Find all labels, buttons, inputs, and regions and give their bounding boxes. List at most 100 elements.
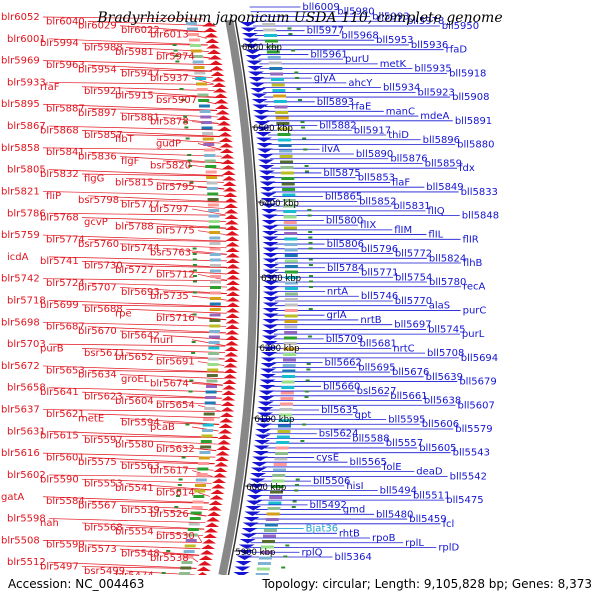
gene-label-right[interactable]: mdeA [420,111,449,122]
gene-label-left[interactable]: blr5947 [121,69,160,80]
gene-label-right[interactable]: bll5876 [390,154,427,165]
gene-label-right[interactable]: purC [463,305,487,316]
gene-label-right[interactable]: grlA [327,310,347,321]
gene-label-left[interactable]: blr5768 [40,213,79,224]
gene-label-left[interactable]: blr5597 [84,435,123,446]
gene-label-left[interactable]: blr5563 [121,461,160,472]
gene-label-right[interactable]: bll5800 [326,215,363,226]
gene-label-left[interactable]: blr5642 [121,330,160,341]
gene-label-left[interactable]: blr5637 [1,405,40,416]
gene-label-left[interactable]: blr5788 [115,221,154,232]
gene-label-right[interactable]: nrtA [327,286,348,297]
gene-label-right[interactable]: bll5459 [409,514,446,525]
gene-label-right[interactable]: bll5923 [418,87,455,98]
gene-label-left[interactable]: rpe [115,309,132,320]
gene-label-left[interactable]: blr5741 [40,256,79,267]
gene-label-left[interactable]: pcaB [150,422,175,433]
gene-label-left[interactable]: blr5601 [46,453,85,464]
gene-label-left[interactable]: blr5584 [46,496,85,507]
gene-label-left[interactable]: blr6052 [1,12,40,23]
gene-label-left[interactable]: blr5580 [115,439,154,450]
gene-label-right[interactable]: bll5882 [319,121,356,132]
gene-label-left[interactable]: gatA [1,492,24,503]
gene-label-left[interactable]: blr5526 [150,509,189,520]
gene-label-left[interactable]: blr6040 [46,16,85,27]
gene-label-left[interactable]: nah [40,518,59,529]
gene-label-left[interactable]: blr5994 [40,38,79,49]
gene-label-right[interactable]: flIM [394,225,412,236]
gene-label-right[interactable]: rpoB [372,533,396,544]
gene-label-left[interactable]: blr5512 [7,557,46,568]
gene-label-left[interactable]: blr6013 [150,29,189,40]
gene-label-left[interactable]: blr5616 [1,448,40,459]
gene-label-right[interactable]: bll5745 [428,324,465,335]
gene-label-right[interactable]: metK [380,59,407,70]
gene-label-right[interactable]: bll5935 [414,64,451,75]
gene-label-left[interactable]: blr5897 [78,108,117,119]
gene-label-right[interactable]: bll5635 [321,405,358,416]
gene-label-right[interactable]: bll5806 [327,239,364,250]
gene-label-left[interactable]: blr5548 [121,548,160,559]
gene-label-left[interactable]: blr5617 [150,466,189,477]
gene-label-left[interactable]: blr5724 [46,278,85,289]
gene-label-right[interactable]: bll5770 [395,296,432,307]
gene-label-left[interactable]: blr5497 [40,562,79,573]
gene-label-right[interactable]: bll5950 [442,21,479,32]
gene-label-left[interactable]: blr5631 [7,426,46,437]
gene-label-left[interactable]: bsr5907 [156,95,197,106]
gene-label-left[interactable]: blr5742 [1,274,40,285]
gene-label-right[interactable]: bll5917 [354,125,391,136]
gene-label-left[interactable]: blr5716 [156,313,195,324]
gene-label-right[interactable]: bll5977 [307,26,344,37]
gene-label-left[interactable]: blr5674 [150,378,189,389]
gene-label-left[interactable]: blr5508 [1,535,40,546]
gene-label-left[interactable]: blr5658 [7,383,46,394]
gene-label-left[interactable]: blr5691 [156,357,195,368]
gene-label-left[interactable]: flgF [121,156,140,167]
gene-label-left[interactable]: blr5699 [40,300,79,311]
gene-label-left[interactable]: blr5841 [46,147,85,158]
gene-label-right[interactable]: bll5833 [461,187,498,198]
gene-label-right[interactable]: Bjat36 [306,524,338,535]
gene-label-left[interactable]: purB [40,343,64,354]
gene-label-right[interactable]: ahcY [348,78,373,89]
gene-label-left[interactable]: metE [78,413,104,424]
gene-label-left[interactable]: blr5735 [150,291,189,302]
gene-label-left[interactable]: blr5895 [1,99,40,110]
gene-label-left[interactable]: bsr5499 [84,566,125,577]
gene-label-right[interactable]: bll5506 [313,476,350,487]
gene-label-right[interactable]: bll5848 [462,211,499,222]
gene-label-right[interactable]: bll5918 [449,68,486,79]
gene-label-right[interactable]: bll5697 [394,320,431,331]
gene-label-right[interactable]: bll5542 [450,471,487,482]
gene-label-right[interactable]: bll5660 [323,381,360,392]
gene-label-right[interactable]: bll5831 [393,201,430,212]
gene-label-right[interactable]: bll5494 [380,486,417,497]
gene-label-right[interactable]: bll5875 [323,168,360,179]
gene-label-left[interactable]: gcvP [84,217,108,228]
gene-label-left[interactable]: blr5687 [46,322,85,333]
gene-label-right[interactable]: bll5595 [388,415,425,426]
gene-label-left[interactable]: blr5881 [121,112,160,123]
gene-label-left[interactable]: blr5590 [40,474,79,485]
gene-label-left[interactable]: blr5670 [78,326,117,337]
gene-label-left[interactable]: blr5539 [121,505,160,516]
gene-label-right[interactable]: bll5565 [349,457,386,468]
gene-label-right[interactable]: bll5638 [424,396,461,407]
gene-label-right[interactable]: bll5896 [423,135,460,146]
gene-label-right[interactable]: bll5849 [426,182,463,193]
gene-label-right[interactable]: bll5681 [360,339,397,350]
gene-label-left[interactable]: blr5988 [84,43,123,54]
gene-label-right[interactable]: bll5679 [459,377,496,388]
gene-label-right[interactable]: bll5605 [419,443,456,454]
gene-label-left[interactable]: blr5933 [7,77,46,88]
gene-label-left[interactable]: blr5703 [7,339,46,350]
gene-label-left[interactable]: blr5777 [121,200,160,211]
gene-label-right[interactable]: gpt [355,410,372,421]
gene-label-right[interactable]: bll5796 [361,244,398,255]
gene-label-left[interactable]: blr5795 [156,182,195,193]
gene-label-left[interactable]: blr5567 [78,500,117,511]
gene-label-left[interactable]: blr5815 [115,178,154,189]
gene-label-left[interactable]: blr5759 [1,230,40,241]
gene-label-right[interactable]: bll5480 [376,509,413,520]
